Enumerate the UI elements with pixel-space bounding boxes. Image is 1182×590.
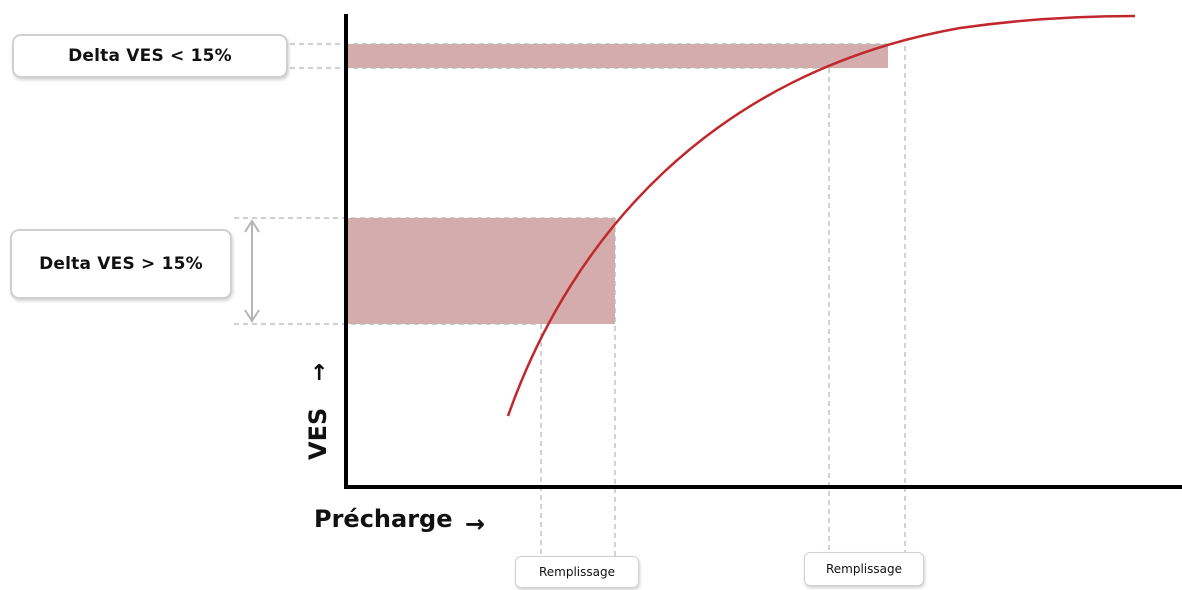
delta-ves-high-box: Delta VES > 15% bbox=[10, 229, 232, 299]
y-axis-label: VES bbox=[304, 407, 332, 460]
remplissage-right-box: Remplissage bbox=[804, 552, 924, 586]
right-arrow-icon: → bbox=[464, 510, 485, 538]
delta-ves-low-label: Delta VES < 15% bbox=[68, 46, 232, 66]
vertical-double-arrow-icon bbox=[244, 219, 260, 323]
x-axis-title: Précharge → bbox=[314, 505, 485, 538]
horizontal-guides bbox=[234, 43, 888, 325]
starling-curve bbox=[506, 14, 1136, 417]
band-high-delta bbox=[346, 218, 615, 324]
remplissage-left-label: Remplissage bbox=[538, 565, 615, 579]
remplissage-right-label: Remplissage bbox=[825, 562, 902, 576]
y-axis-title: VES → bbox=[304, 362, 344, 460]
delta-ves-low-box: Delta VES < 15% bbox=[12, 34, 288, 78]
x-axis-label: Précharge bbox=[314, 505, 453, 533]
vertical-guides bbox=[540, 46, 906, 556]
remplissage-left-box: Remplissage bbox=[515, 556, 639, 588]
delta-ves-high-label: Delta VES > 15% bbox=[39, 254, 203, 274]
up-arrow-icon: → bbox=[307, 362, 332, 382]
band-low-delta bbox=[346, 44, 888, 68]
